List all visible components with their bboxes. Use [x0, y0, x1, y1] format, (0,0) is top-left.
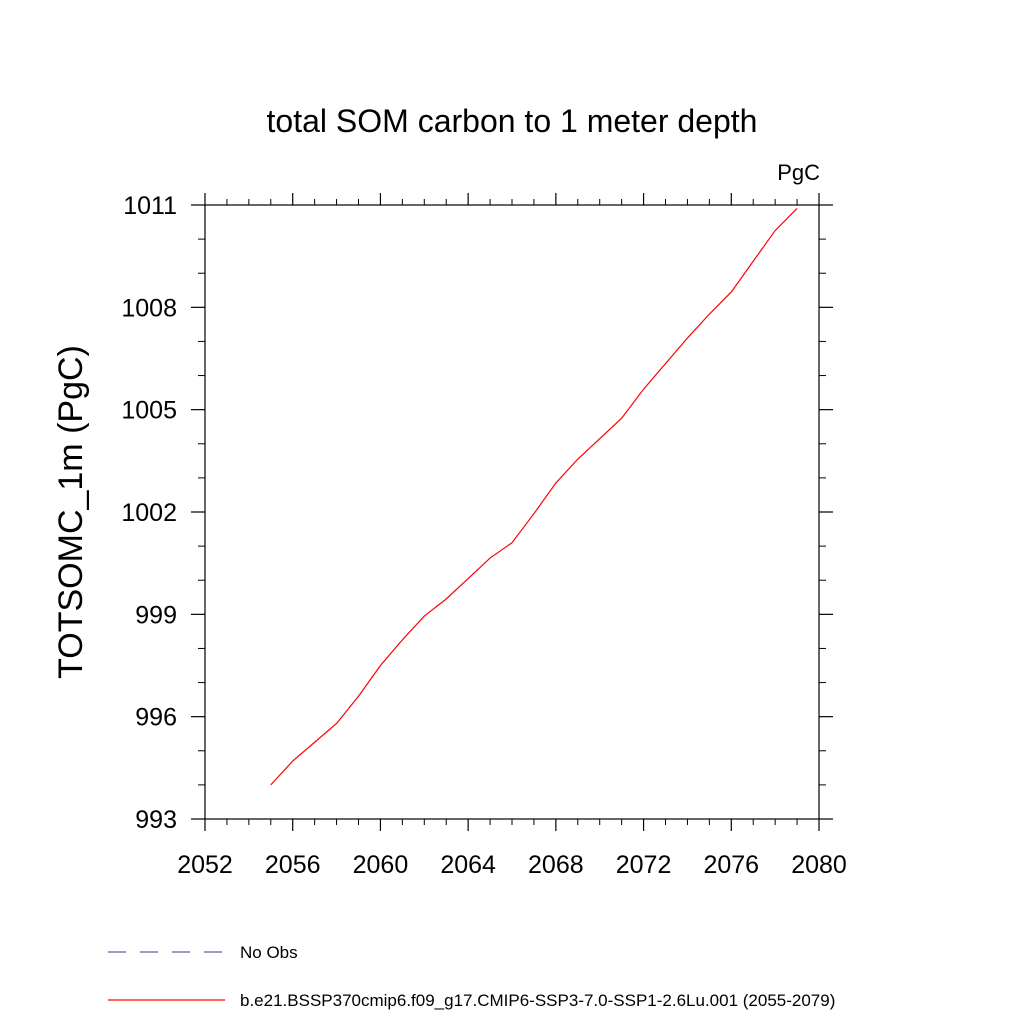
y-ticks-group: 993 996 999 1002 1005 1008 1011 — [121, 192, 833, 834]
units-label: PgC — [777, 160, 820, 185]
legend-label-no-obs: No Obs — [240, 943, 298, 962]
x-tick-label: 2064 — [440, 851, 496, 879]
x-ticks-group: 2052 2056 2060 2064 2068 2072 2076 2080 — [177, 193, 847, 879]
chart-title: total SOM carbon to 1 meter depth — [267, 103, 758, 139]
y-tick-label: 999 — [135, 601, 177, 629]
x-tick-label: 2052 — [177, 851, 233, 879]
x-tick-label: 2080 — [791, 851, 847, 879]
legend: No Obs b.e21.BSSP370cmip6.f09_g17.CMIP6-… — [108, 943, 835, 1010]
series-line-1 — [270, 207, 798, 786]
x-tick-label: 2068 — [528, 851, 584, 879]
series-group — [270, 207, 798, 786]
y-tick-label: 993 — [135, 806, 177, 834]
y-tick-label: 1002 — [121, 499, 177, 527]
y-tick-label: 996 — [135, 704, 177, 732]
y-tick-label: 1008 — [121, 294, 177, 322]
x-tick-label: 2072 — [616, 851, 672, 879]
x-tick-label: 2060 — [353, 851, 409, 879]
y-tick-label: 1011 — [123, 192, 177, 220]
x-tick-label: 2056 — [265, 851, 321, 879]
y-tick-label: 1005 — [121, 397, 177, 425]
legend-label-run: b.e21.BSSP370cmip6.f09_g17.CMIP6-SSP3-7.… — [240, 991, 835, 1010]
x-tick-label: 2076 — [703, 851, 759, 879]
y-axis-label: TOTSOMC_1m (PgC) — [52, 345, 90, 679]
